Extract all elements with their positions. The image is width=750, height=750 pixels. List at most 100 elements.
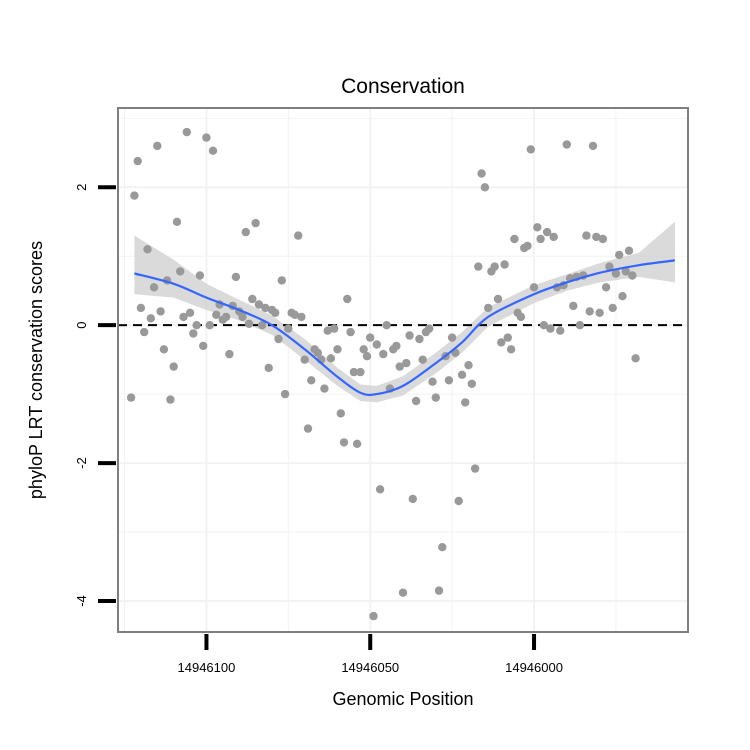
data-point (500, 260, 509, 269)
data-point (542, 227, 552, 237)
data-point (133, 156, 142, 166)
data-point (546, 324, 555, 333)
y-axis-label: phyloP LRT conservation scores (26, 241, 46, 499)
data-point (143, 245, 152, 254)
data-point (411, 396, 421, 406)
data-point (608, 303, 617, 313)
data-point (562, 140, 571, 149)
data-point (480, 183, 490, 192)
data-point (431, 393, 440, 402)
data-point (251, 218, 260, 228)
data-point (346, 327, 355, 337)
data-point (605, 262, 614, 271)
data-point (585, 307, 594, 316)
data-point (516, 312, 526, 322)
data-point (192, 321, 201, 330)
data-point (320, 384, 329, 393)
data-point (497, 338, 506, 347)
data-point (526, 145, 535, 154)
data-point (182, 127, 191, 137)
data-point (464, 361, 473, 370)
data-point (510, 234, 519, 244)
data-point (598, 234, 607, 244)
data-point (595, 308, 604, 317)
data-point (457, 370, 467, 379)
data-point (523, 241, 532, 251)
data-point (418, 355, 427, 364)
y-tick-label: -2 (74, 457, 89, 469)
chart-title: Conservation (341, 75, 465, 98)
data-point (392, 341, 401, 351)
data-point (159, 345, 169, 354)
y-tick-label: 2 (74, 184, 89, 191)
data-point (533, 223, 542, 232)
data-point (359, 345, 368, 354)
data-point (307, 376, 316, 385)
data-point (569, 301, 578, 311)
data-point (149, 283, 159, 292)
data-point (615, 250, 624, 260)
data-point (241, 227, 250, 237)
data-point (352, 439, 362, 448)
data-point (611, 269, 621, 278)
data-point (264, 363, 273, 373)
data-point (166, 395, 175, 404)
data-point (477, 169, 486, 178)
x-tick-label: 14946000 (505, 660, 563, 675)
data-point (290, 310, 300, 319)
data-point (484, 303, 493, 313)
data-point (333, 345, 342, 354)
data-point (284, 324, 293, 333)
data-point (556, 326, 565, 335)
data-point (470, 464, 480, 473)
data-point (254, 300, 264, 309)
points-layer (126, 127, 640, 621)
data-point (261, 303, 270, 313)
data-point (402, 358, 411, 368)
data-point (362, 352, 372, 361)
data-point (146, 314, 155, 323)
data-point (185, 308, 195, 317)
data-point (536, 234, 545, 244)
data-point (628, 271, 637, 280)
y-tick-label: 0 (74, 322, 89, 329)
data-point (582, 231, 591, 240)
data-point (506, 345, 516, 354)
data-point (601, 283, 611, 292)
data-point (529, 283, 539, 292)
data-point (297, 312, 306, 322)
data-point (447, 333, 457, 342)
data-point (398, 588, 408, 597)
data-point (549, 232, 558, 242)
data-point (415, 334, 424, 344)
data-point (588, 141, 598, 151)
axes: 14946100 14946050 14946000 -4 -2 0 2 (74, 184, 563, 675)
data-point (343, 294, 352, 304)
data-point (339, 438, 349, 447)
data-point (490, 262, 499, 271)
data-point (274, 334, 283, 344)
data-point (474, 262, 483, 271)
data-point (195, 271, 205, 280)
data-point (238, 312, 247, 322)
data-point (221, 312, 231, 322)
data-point (205, 321, 214, 330)
data-point (294, 231, 303, 240)
data-point (631, 354, 640, 363)
data-point (438, 543, 447, 552)
data-point (153, 141, 162, 151)
data-point (140, 327, 149, 337)
data-point (379, 349, 388, 359)
data-point (425, 324, 434, 333)
data-point (172, 217, 182, 226)
data-point (179, 312, 188, 322)
data-point (366, 333, 375, 342)
data-point (444, 376, 454, 385)
data-point (199, 341, 208, 351)
panel-border (117, 107, 689, 633)
y-tick-label: -4 (74, 595, 89, 607)
data-point (326, 354, 336, 363)
data-point (349, 367, 359, 377)
data-point (434, 586, 444, 595)
